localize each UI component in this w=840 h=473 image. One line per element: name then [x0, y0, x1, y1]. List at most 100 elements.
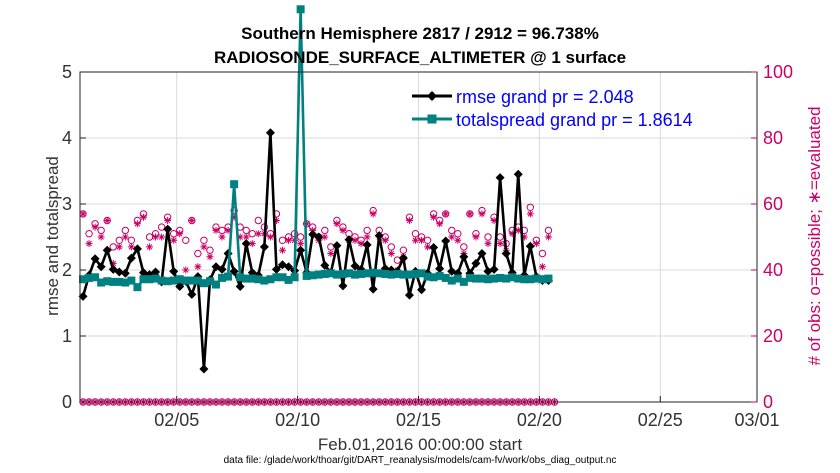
rmse-point [441, 236, 451, 246]
totalspread-point [230, 180, 239, 189]
totalspread-point [514, 274, 523, 283]
totalspread-point [157, 276, 166, 285]
obs-possible-marker [248, 230, 256, 238]
obs-evaluated-marker [103, 217, 111, 224]
totalspread-point [169, 276, 178, 285]
obs-evaluated-marker [188, 217, 196, 224]
totalspread-point [290, 273, 299, 282]
totalspread-point [151, 274, 160, 283]
rmse-point [477, 249, 487, 258]
rmse-point [495, 173, 505, 183]
totalspread-point [471, 274, 480, 283]
obs-evaluated-marker [411, 236, 419, 244]
obs-evaluated-marker [127, 243, 135, 251]
totalspread-point [175, 275, 184, 284]
obs-possible-marker [484, 233, 492, 241]
totalspread-point [441, 273, 450, 282]
obs-possible-marker [115, 236, 123, 245]
obs-evaluated-marker [272, 217, 280, 224]
obs-possible-marker [145, 233, 154, 241]
obs-possible-marker [169, 230, 178, 238]
totalspread-point [127, 276, 136, 285]
totalspread-point [121, 278, 130, 287]
obs-evaluated-marker [121, 233, 129, 241]
rmse-point [404, 290, 414, 300]
legend-rmse-marker [427, 91, 437, 101]
rmse-point [132, 244, 142, 254]
totalspread-point [97, 278, 106, 287]
totalspread-point [393, 269, 402, 278]
totalspread-point [187, 276, 196, 285]
chart-title-line1: Southern Hemisphere 2817 / 2912 = 96.738… [241, 24, 599, 43]
obs-possible-marker [182, 236, 190, 245]
totalspread-point [145, 275, 154, 284]
x-axis-label: Feb.01,2016 00:00:00 start [318, 435, 522, 454]
totalspread-point [236, 273, 245, 282]
obs-possible-marker [97, 226, 105, 235]
y-right-tick-label: 80 [763, 128, 783, 148]
totalspread-point [532, 274, 541, 283]
obs-evaluated-marker [538, 263, 546, 271]
rmse-point [265, 128, 275, 138]
obs-possible-marker [278, 236, 287, 245]
totalspread-point [308, 271, 317, 280]
x-tick-label: 03/01 [734, 410, 779, 430]
totalspread-point [520, 275, 529, 284]
obs-possible-marker [448, 226, 456, 235]
obs-evaluated-marker [91, 223, 99, 231]
obs-evaluated-marker [514, 226, 522, 234]
rmse-point [332, 241, 342, 251]
obs-possible-marker [538, 249, 547, 258]
rmse-point [217, 264, 227, 274]
obs-possible-marker [321, 226, 329, 235]
rmse-point [102, 245, 112, 255]
rmse-point [374, 231, 384, 241]
totalspread-point [296, 5, 305, 14]
rmse-point [90, 254, 100, 264]
totalspread-point [218, 273, 227, 282]
totalspread-point [405, 270, 414, 279]
y-right-tick-label: 40 [763, 260, 783, 280]
rmse-point [259, 242, 269, 252]
totalspread-point [508, 273, 517, 282]
rmse-point [163, 224, 173, 234]
totalspread-point [109, 277, 118, 286]
totalspread-point [387, 270, 396, 279]
totalspread-point [91, 273, 100, 282]
obs-evaluated-marker [351, 236, 359, 244]
obs-possible-marker [200, 236, 208, 245]
totalspread-point [205, 277, 214, 286]
rmse-point [362, 240, 372, 250]
obs-evaluated-marker [544, 233, 552, 241]
totalspread-point [163, 277, 172, 286]
obs-possible-marker [423, 236, 432, 245]
obs-evaluated-marker [206, 253, 214, 261]
obs-possible-marker [526, 203, 535, 212]
totalspread-point [344, 269, 353, 278]
obs-evaluated-marker [496, 240, 504, 248]
obs-evaluated-marker [158, 233, 166, 241]
rmse-point [223, 249, 233, 258]
totalspread-point [496, 273, 505, 282]
totalspread-point [538, 275, 547, 284]
rmse-point [187, 289, 197, 299]
y-right-tick-label: 20 [763, 326, 783, 346]
obs-evaluated-marker [466, 210, 474, 218]
rmse-point [314, 232, 324, 242]
obs-evaluated-marker [133, 220, 141, 228]
totalspread-point [326, 269, 335, 278]
totalspread-point [302, 271, 311, 280]
rmse-point [271, 264, 281, 274]
obs-possible-marker [254, 216, 263, 225]
obs-evaluated-marker [254, 230, 262, 238]
obs-evaluated-marker [532, 240, 540, 248]
totalspread-point [363, 269, 372, 278]
axes-layer: 0 1 2 3 4 5 0 20 40 60 80 100 02/05 02/10 02/15 02/20 02… [62, 62, 793, 430]
obs-evaluated-marker [212, 226, 220, 234]
obs-evaluated-marker [369, 210, 377, 218]
totalspread-point [139, 275, 148, 284]
obs-possible-marker [460, 243, 468, 251]
obs-possible-marker [85, 230, 93, 238]
rmse-point [151, 267, 161, 277]
